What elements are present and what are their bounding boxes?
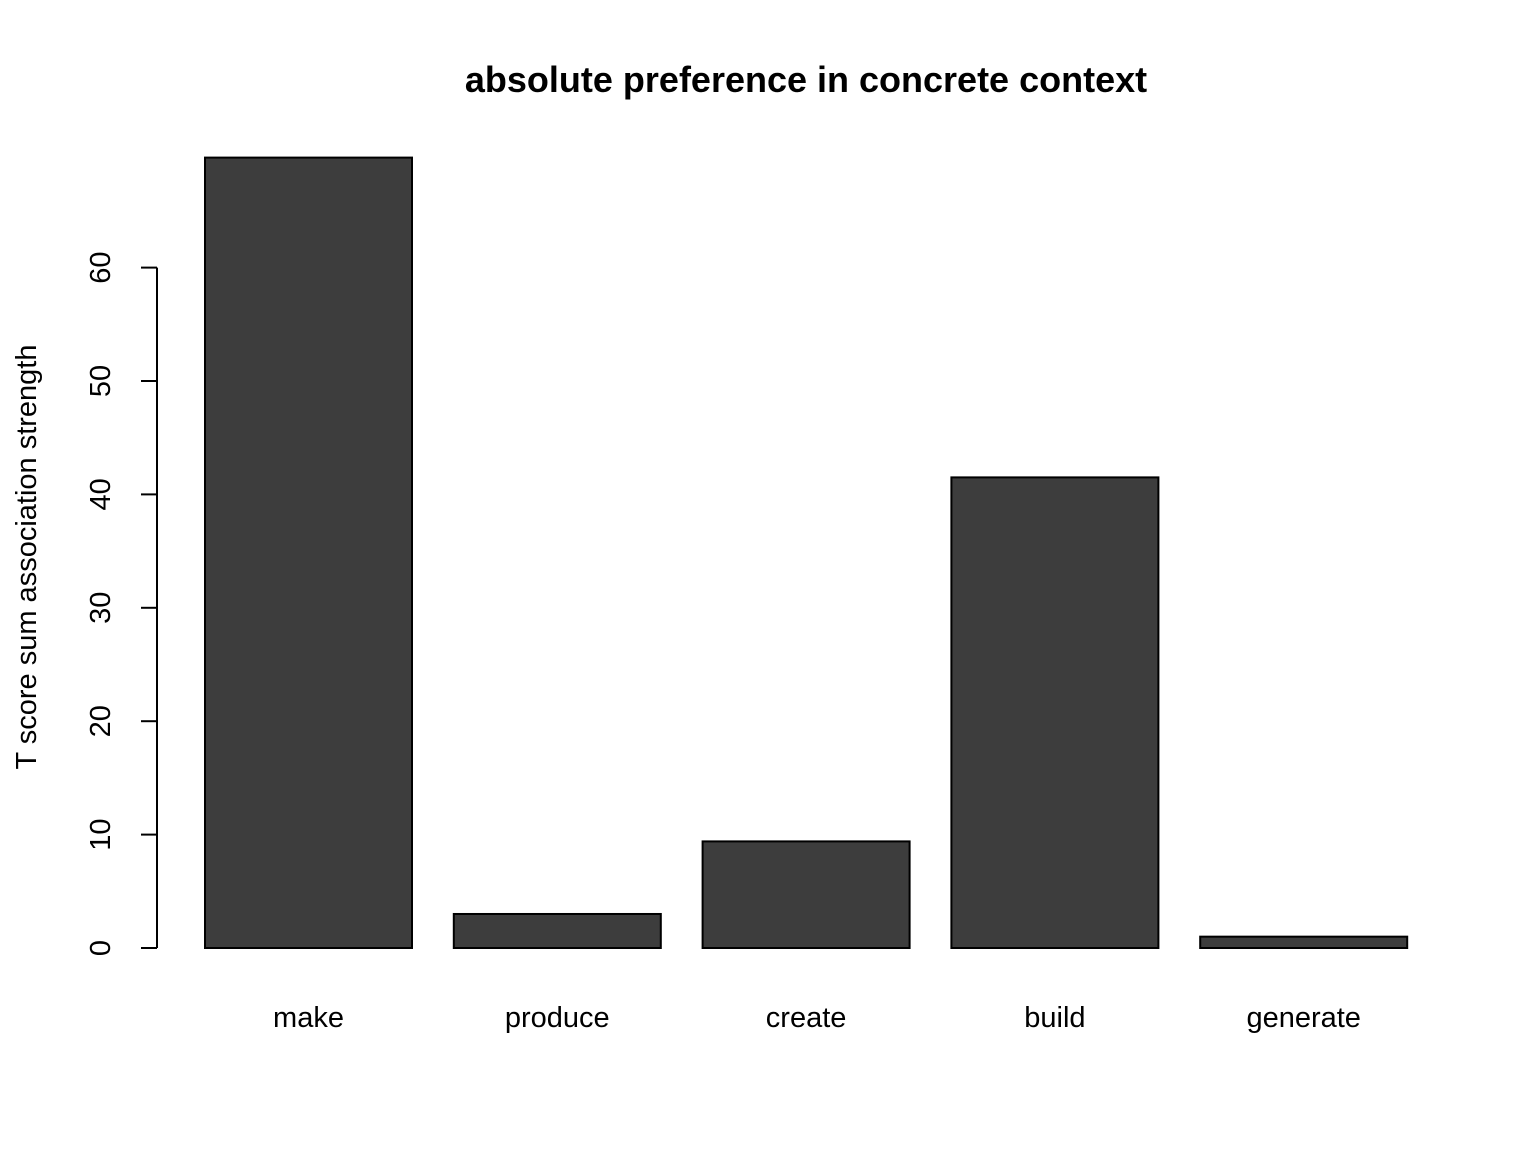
- y-axis-label: T score sum association strength: [11, 345, 43, 770]
- y-tick-label-60: 60: [85, 251, 117, 283]
- x-tick-label-produce: produce: [505, 1002, 610, 1034]
- x-tick-label-build: build: [1024, 1002, 1085, 1034]
- x-tick-label-make: make: [273, 1002, 344, 1034]
- x-axis-labels: make produce create build generate: [273, 1002, 1361, 1034]
- bar-create: [701, 840, 911, 949]
- y-tick-label-20: 20: [85, 705, 117, 737]
- bar-build: [950, 476, 1160, 949]
- y-axis: 0 10 20 30 40 50 60: [85, 251, 158, 956]
- y-tick-label-30: 30: [85, 592, 117, 624]
- x-tick-label-generate: generate: [1246, 1002, 1361, 1034]
- chart-title: absolute preference in concrete context: [465, 59, 1147, 100]
- bars: [204, 156, 1409, 950]
- y-tick-label-10: 10: [85, 818, 117, 850]
- bar-generate: [1199, 935, 1409, 949]
- bar-make: [204, 156, 413, 950]
- x-tick-label-create: create: [766, 1002, 847, 1034]
- y-tick-label-50: 50: [85, 365, 117, 397]
- y-tick-label-0: 0: [85, 940, 117, 956]
- y-tick-label-40: 40: [85, 478, 117, 510]
- bar-produce: [452, 912, 662, 949]
